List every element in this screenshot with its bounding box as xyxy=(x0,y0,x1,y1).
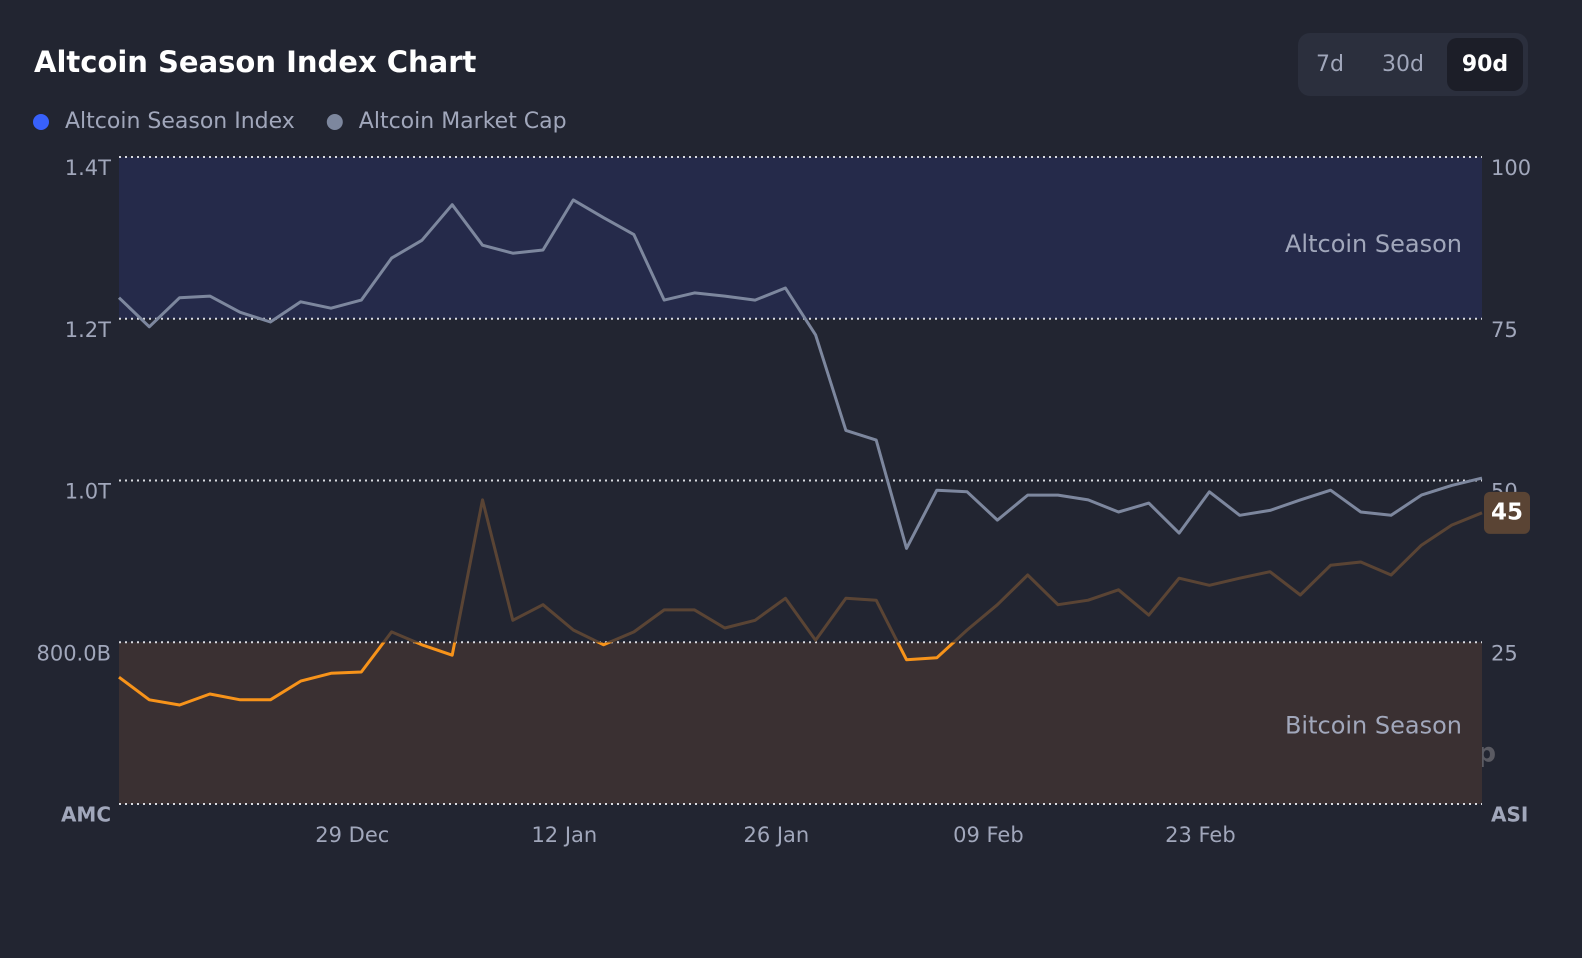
range-button[interactable]: 30d xyxy=(1382,52,1424,77)
series-line xyxy=(117,198,1483,550)
y2-axis-title: ASI xyxy=(1491,803,1528,827)
y2-tick-label: 25 xyxy=(1491,641,1518,665)
band-label: Bitcoin Season xyxy=(1285,711,1462,739)
range-button[interactable]: 90d xyxy=(1462,52,1508,77)
series-line xyxy=(118,498,1483,707)
y2-tick-label: 100 xyxy=(1491,156,1531,180)
last-value-label: 45 xyxy=(1491,499,1523,525)
y2-tick-label: 75 xyxy=(1491,318,1518,342)
x-tick-label: 23 Feb xyxy=(1165,823,1236,847)
range-button-active xyxy=(1447,38,1523,91)
x-tick-label: 12 Jan xyxy=(531,823,597,847)
y-tick-label: 1.0T xyxy=(65,480,111,504)
y-tick-label: 1.2T xyxy=(65,318,111,342)
y-tick-label: 1.4T xyxy=(65,156,111,180)
band-label: Altcoin Season xyxy=(1285,230,1462,258)
y-axis-title: AMC xyxy=(61,803,111,827)
legend-dot xyxy=(326,114,343,130)
range-button[interactable]: 7d xyxy=(1316,52,1344,77)
legend-dot xyxy=(33,114,49,130)
chart-title: Altcoin Season Index Chart xyxy=(34,45,477,79)
y-tick-label: 800.0B xyxy=(36,641,111,665)
x-tick-label: 29 Dec xyxy=(315,823,389,847)
legend-label: Altcoin Market Cap xyxy=(359,109,567,134)
last-value-badge xyxy=(1484,491,1530,534)
x-tick-label: 09 Feb xyxy=(953,823,1024,847)
season-band xyxy=(119,642,1482,804)
season-band xyxy=(119,157,1482,319)
legend-label: Altcoin Season Index xyxy=(65,109,295,134)
x-tick-label: 26 Jan xyxy=(743,823,809,847)
